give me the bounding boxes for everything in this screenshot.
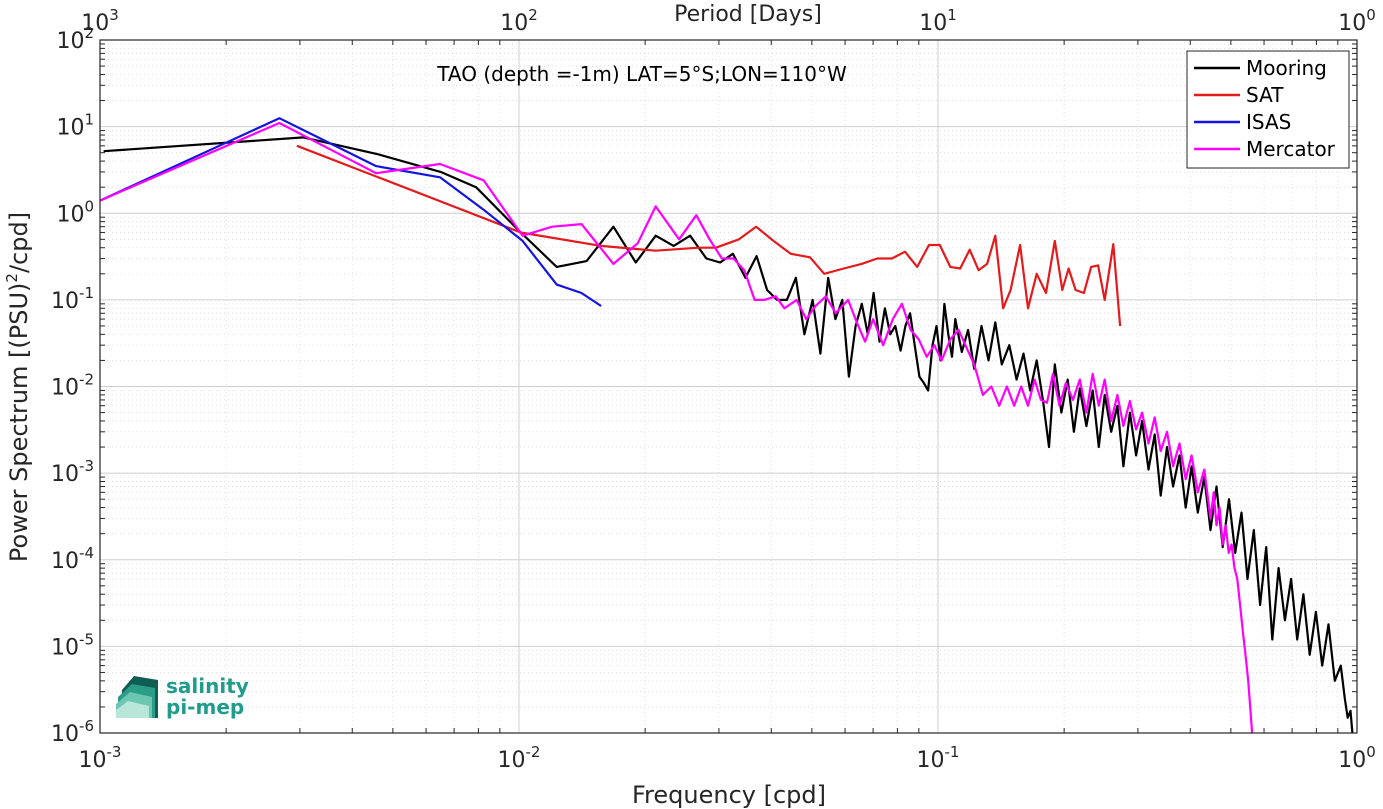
x-axis-label: Frequency [cpd] xyxy=(632,781,826,809)
y-tick-label: 10-6 xyxy=(51,717,94,747)
x-tick-label: 10-3 xyxy=(79,743,122,773)
chart-title: TAO (depth =-1m) LAT=5°S;LON=110°W xyxy=(436,62,847,86)
x-tick-label: 10-2 xyxy=(498,743,541,773)
x-tick-labels: 10-3 10-2 10-1 100 xyxy=(79,743,1376,773)
logo-line-salinity: salinity xyxy=(166,674,249,698)
logo-line-pi-mep: pi-mep xyxy=(166,695,244,719)
salinity-pi-mep-logo: salinity pi-mep xyxy=(116,674,249,719)
y-tick-label: 101 xyxy=(56,111,94,141)
series-line-mercator xyxy=(99,121,1254,734)
y-tick-label: 10-2 xyxy=(51,371,94,401)
legend-label-isas: ISAS xyxy=(1246,110,1291,134)
tick-marks xyxy=(100,40,1357,733)
top-tick-label: 101 xyxy=(919,6,957,36)
logo-waves-icon xyxy=(116,676,158,718)
series-line-isas xyxy=(99,117,602,307)
top-tick-labels: 103 102 101 100 xyxy=(81,6,1376,36)
plot-frame xyxy=(99,39,1358,734)
y-tick-label: 10-4 xyxy=(51,544,94,574)
y-tick-labels: 102 101 100 10-1 10-2 10-3 10-4 10-5 10-6 xyxy=(51,24,94,747)
legend-items: Mooring SAT ISAS Mercator xyxy=(1194,56,1336,161)
y-tick-label: 102 xyxy=(56,24,94,54)
legend-label-mercator: Mercator xyxy=(1246,137,1336,161)
legend-label-sat: SAT xyxy=(1246,83,1284,107)
series-line-sat xyxy=(296,144,1122,327)
x-tick-label: 10-1 xyxy=(917,743,960,773)
legend-label-mooring: Mooring xyxy=(1246,56,1327,80)
top-tick-label: 102 xyxy=(500,6,538,36)
x-tick-label: 100 xyxy=(1338,743,1376,773)
y-axis-label: Power Spectrum [(PSU)2/cpd] xyxy=(3,212,33,562)
minor-grid xyxy=(100,40,1357,733)
top-tick-label: 103 xyxy=(81,6,119,36)
series-layer xyxy=(99,117,1354,734)
y-tick-label: 10-1 xyxy=(51,284,94,314)
legend: Mooring SAT ISAS Mercator xyxy=(1186,50,1350,169)
y-tick-label: 10-5 xyxy=(51,630,94,660)
y-tick-label: 100 xyxy=(56,197,94,227)
y-tick-label: 10-3 xyxy=(51,457,94,487)
top-tick-label: 100 xyxy=(1338,6,1376,36)
top-axis-label: Period [Days] xyxy=(674,2,822,27)
